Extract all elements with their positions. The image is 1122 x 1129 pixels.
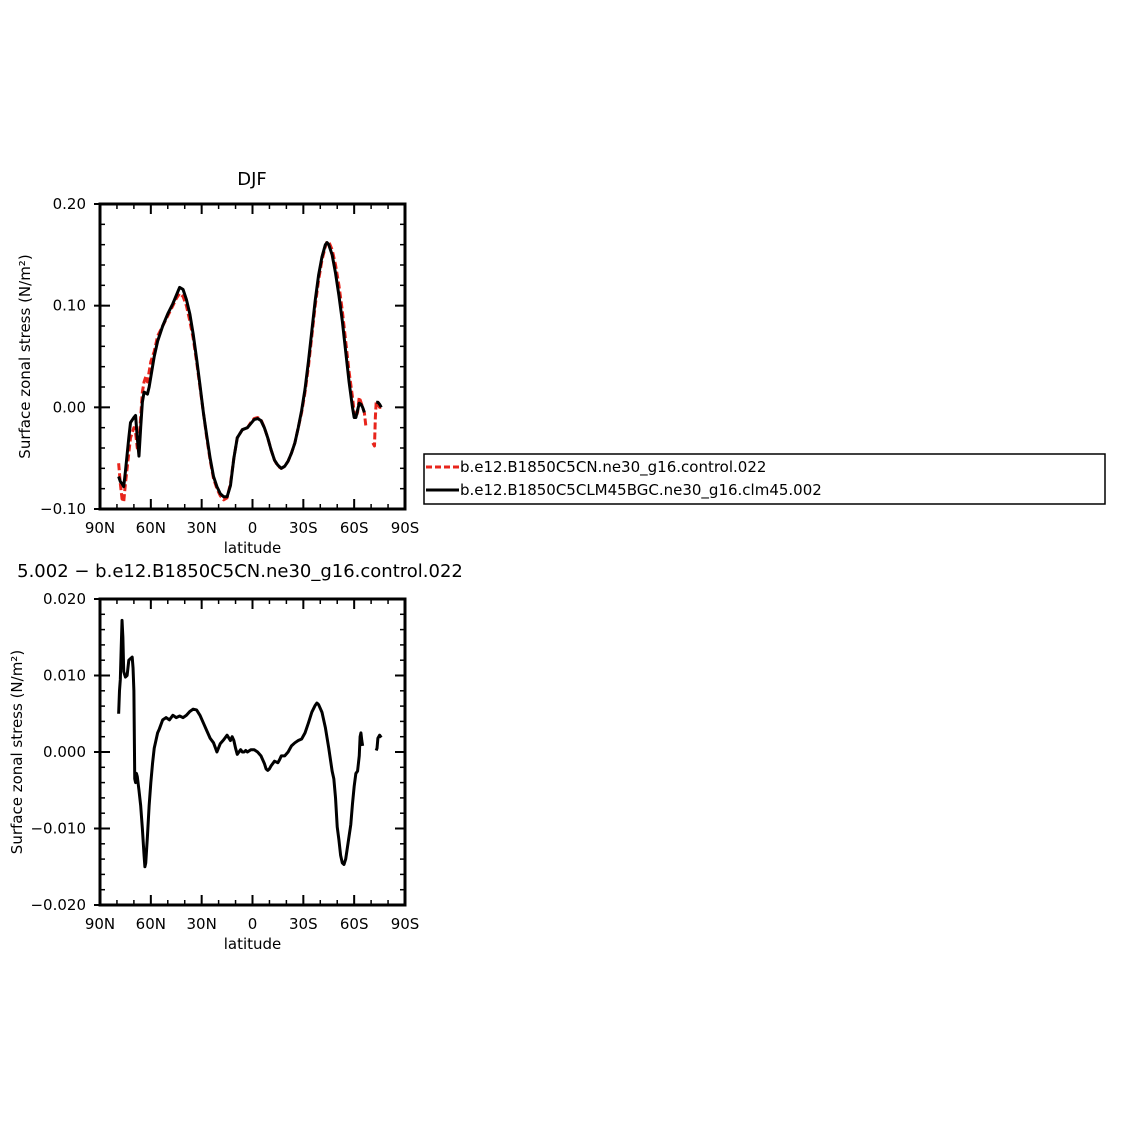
- x-axis-label: latitude: [224, 539, 282, 557]
- x-tick-label: 30N: [187, 519, 217, 537]
- chart-title: 5.002 − b.e12.B1850C5CN.ne30_g16.control…: [17, 561, 463, 582]
- x-tick-label: 60S: [340, 915, 369, 933]
- x-tick-label: 30S: [289, 519, 318, 537]
- x-tick-label: 60S: [340, 519, 369, 537]
- y-tick-label: 0.20: [53, 195, 86, 213]
- y-tick-label: −0.010: [30, 820, 86, 838]
- x-tick-label: 30N: [187, 915, 217, 933]
- x-tick-label: 30S: [289, 915, 318, 933]
- x-axis-label: latitude: [224, 935, 282, 953]
- x-tick-label: 60N: [136, 519, 166, 537]
- legend: b.e12.B1850C5CN.ne30_g16.control.022 b.e1…: [423, 453, 1106, 505]
- x-tick-label: 90S: [391, 519, 420, 537]
- legend-box: [423, 453, 1106, 505]
- series-line-1-segment-1: [376, 400, 383, 409]
- plot-frame: [98, 202, 407, 511]
- series-line-0-segment-1: [371, 400, 382, 448]
- y-axis-label: Surface zonal stress (N/m²): [8, 650, 26, 854]
- series-line-0-segment-1: [374, 733, 383, 751]
- series-line-0-segment-0: [117, 240, 368, 504]
- series-line-1-segment-0: [117, 241, 366, 499]
- x-tick-label: 90N: [85, 915, 115, 933]
- legend-label-1: b.e12.B1850C5CLM45BGC.ne30_g16.clm45.002: [460, 481, 822, 500]
- y-tick-label: 0.10: [53, 297, 86, 315]
- x-tick-label: 0: [248, 915, 258, 933]
- y-tick-label: 0.00: [53, 398, 86, 416]
- x-tick-label: 60N: [136, 915, 166, 933]
- djf-chart: DJF 90N 60N 30N 0 30S 60S 90S −0.10 0.00 0.10 0.20 l…: [16, 169, 419, 557]
- y-tick-label: −0.020: [30, 896, 86, 914]
- y-tick-label: 0.010: [43, 667, 86, 685]
- x-tick-label: 90S: [391, 915, 420, 933]
- series-group: [117, 240, 383, 504]
- chart-title: DJF: [237, 169, 267, 190]
- difference-chart: 5.002 − b.e12.B1850C5CN.ne30_g16.control…: [8, 561, 463, 953]
- series-line-0-segment-0: [117, 618, 365, 869]
- x-tick-label: 0: [248, 519, 258, 537]
- series-group: [117, 618, 383, 869]
- legend-label-0: b.e12.B1850C5CN.ne30_g16.control.022: [460, 458, 766, 477]
- y-tick-label: 0.020: [43, 590, 86, 608]
- y-tick-label: 0.000: [43, 743, 86, 761]
- x-tick-label: 90N: [85, 519, 115, 537]
- y-axis-label: Surface zonal stress (N/m²): [16, 254, 34, 458]
- y-tick-label: −0.10: [40, 500, 86, 518]
